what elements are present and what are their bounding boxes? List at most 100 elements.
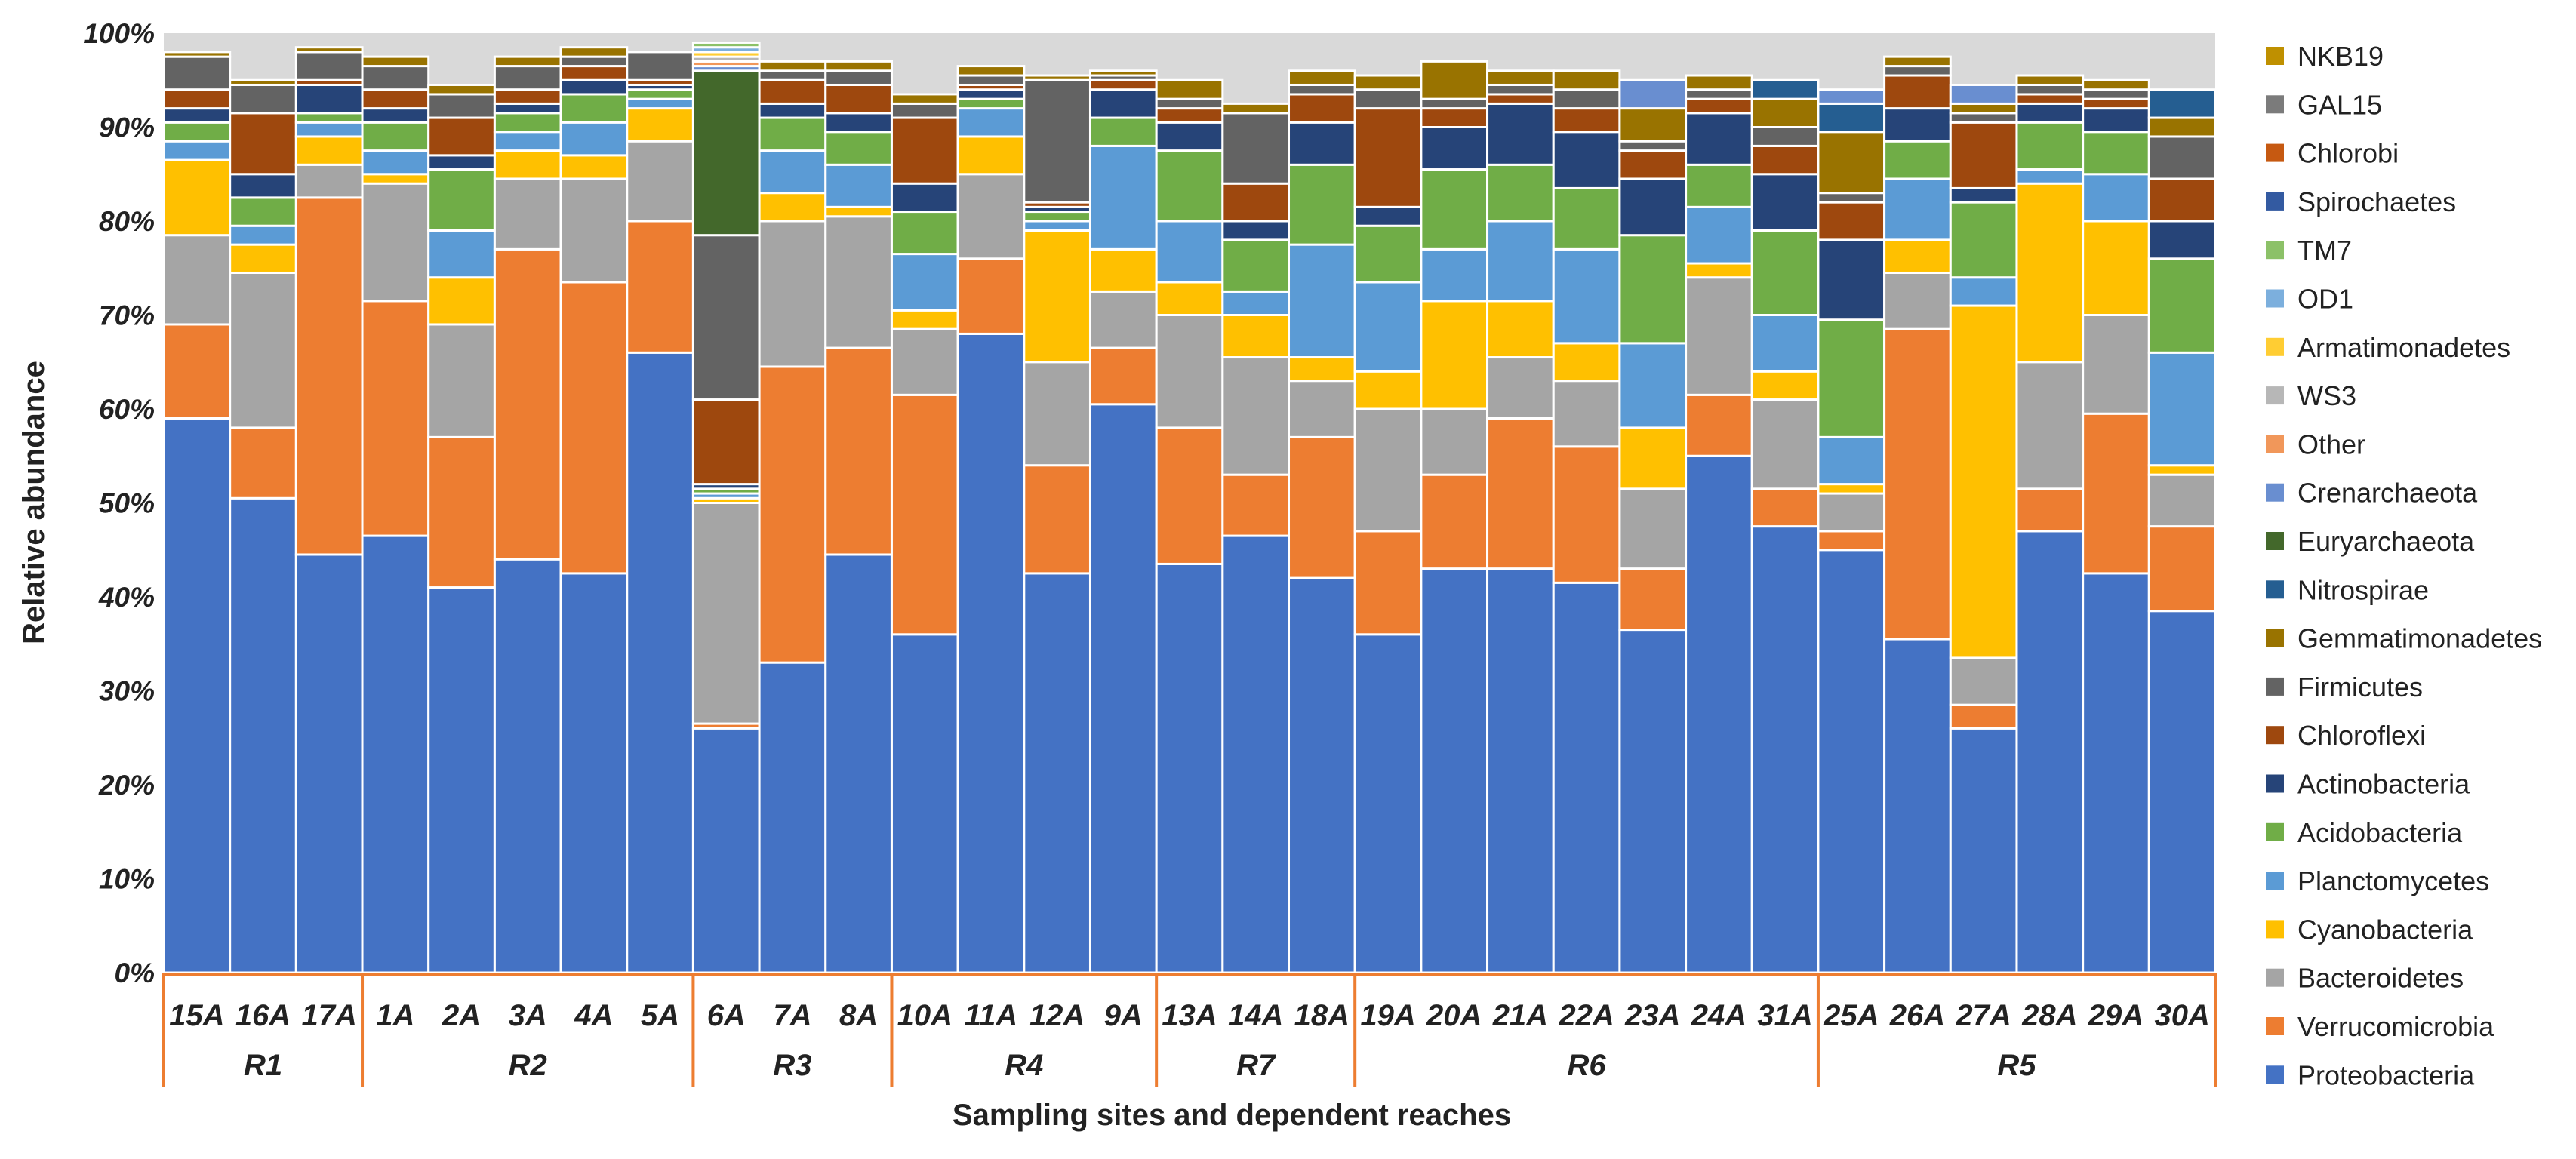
legend-item-gal15: GAL15 [2266, 89, 2382, 120]
bar-column-30A [2147, 88, 2217, 974]
legend-item-proteobacteria: Proteobacteria [2266, 1059, 2475, 1090]
bar-segment-29A-actinobacteria [2082, 107, 2150, 134]
legend-item-spirochaetes: Spirochaetes [2266, 186, 2456, 217]
bar-segment-30A-chloroflexi [2147, 177, 2217, 223]
bar-segment-31A-nitrospirae [1750, 78, 1820, 100]
bar-column-10A [890, 93, 959, 974]
x-tick-label-11A: 11A [965, 999, 1017, 1032]
legend-label: Cyanobacteria [2297, 914, 2473, 945]
bar-segment-7A-planctomycetes [758, 149, 827, 195]
y-tick-label: 20% [98, 770, 155, 801]
bar-segment-4A-planctomycetes [559, 121, 629, 157]
bar-segment-16A-actinobacteria [229, 173, 297, 199]
bar-segment-30A-planctomycetes [2147, 351, 2217, 467]
bar-segment-29A-cyanobacteria [2082, 220, 2150, 316]
legend-label: Bacteroidetes [2297, 963, 2464, 994]
bar-segment-13A-planctomycetes [1155, 220, 1224, 284]
reach-label-R7: R7 [1236, 1049, 1276, 1082]
bar-column-11A [956, 65, 1026, 974]
bar-column-20A [1420, 60, 1489, 974]
bar-segment-18A-bacteroidetes [1288, 380, 1356, 438]
bar-segment-22A-planctomycetes [1552, 247, 1621, 345]
bar-segment-25A-actinobacteria [1817, 238, 1886, 321]
bar-segment-1A-planctomycetes [361, 149, 430, 176]
bar-segment-12A-verrucomicrobia [1023, 464, 1091, 575]
bar-segment-13A-cyanobacteria [1155, 281, 1224, 316]
x-tick-label-20A: 20A [1426, 999, 1482, 1032]
bar-segment-17A-planctomycetes [294, 121, 364, 138]
bar-segment-18A-firmicutes [1288, 83, 1356, 96]
bar-segment-29A-firmicutes [2082, 88, 2150, 100]
bar-segment-30A-verrucomicrobia [2147, 525, 2217, 613]
bar-segment-9A-cyanobacteria [1088, 247, 1158, 293]
bar-segment-10A-firmicutes [890, 102, 959, 119]
legend-swatch [2266, 1017, 2284, 1035]
bar-segment-21A-actinobacteria [1486, 102, 1555, 166]
bar-segment-23A-planctomycetes [1618, 342, 1688, 429]
legend-swatch [2266, 143, 2284, 162]
legend-item-actinobacteria: Actinobacteria [2266, 769, 2470, 800]
bar-segment-30A-cyanobacteria [2147, 464, 2217, 476]
bar-segment-27A-actinobacteria [1949, 186, 2018, 204]
bar-segment-20A-planctomycetes [1420, 247, 1489, 303]
bar-segment-20A-verrucomicrobia [1420, 473, 1489, 570]
bar-segment-22A-chloroflexi [1552, 107, 1621, 134]
x-tick-label-13A: 13A [1162, 999, 1217, 1032]
bar-segment-2A-acidobacteria [427, 168, 496, 232]
bar-segment-6A-tm7 [691, 41, 761, 49]
legend-item-chloroflexi: Chloroflexi [2266, 720, 2426, 751]
x-axis-title: Sampling sites and dependent reaches [953, 1099, 1511, 1132]
bar-column-19A [1353, 74, 1423, 974]
legend-item-cyanobacteria: Cyanobacteria [2266, 914, 2473, 945]
bar-segment-25A-chloroflexi [1817, 201, 1886, 241]
bar-segment-21A-planctomycetes [1486, 220, 1555, 303]
y-axis: 0% 10% 20% 30% 40% 50% 60% 70% 80% 90% 100% [83, 18, 155, 988]
bar-column-5A [626, 51, 694, 974]
bar-segment-30A-bacteroidetes [2147, 473, 2217, 528]
legend-label: Armatimonadetes [2297, 332, 2510, 363]
bar-segment-17A-bacteroidetes [294, 163, 364, 199]
bar-segment-11A-cyanobacteria [956, 135, 1026, 176]
legend-swatch [2266, 774, 2284, 793]
bar-segment-8A-acidobacteria [824, 131, 893, 166]
bar-segment-4A-bacteroidetes [559, 177, 629, 284]
bar-segment-4A-actinobacteria [559, 78, 629, 96]
bar-segment-15A-chloroflexi [162, 88, 232, 110]
bar-segment-2A-chloroflexi [427, 116, 496, 157]
x-tick-label-25A: 25A [1823, 999, 1879, 1032]
bar-segment-3A-actinobacteria [493, 102, 562, 115]
bar-segment-15A-proteobacteria [162, 417, 232, 974]
bar-column-26A [1883, 55, 1952, 974]
bar-segment-30A-acidobacteria [2147, 257, 2217, 354]
bar-segment-26A-bacteroidetes [1883, 271, 1952, 330]
legend-label: Spirochaetes [2297, 186, 2456, 217]
x-tick-label-1A: 1A [376, 999, 414, 1032]
x-tick-label-4A: 4A [574, 999, 613, 1032]
x-tick-label-28A: 28A [2021, 999, 2077, 1032]
bar-column-4A [559, 46, 629, 974]
legend-label: Other [2297, 429, 2365, 460]
bar-segment-16A-cyanobacteria [229, 243, 297, 274]
bar-segment-7A-proteobacteria [758, 661, 827, 974]
bar-segment-13A-acidobacteria [1155, 149, 1224, 223]
bar-segment-23A-actinobacteria [1618, 177, 1688, 237]
reach-label-R3: R3 [773, 1049, 811, 1082]
legend-item-crenarchaeota: Crenarchaeota [2266, 478, 2478, 509]
x-tick-label-19A: 19A [1360, 999, 1415, 1032]
x-tick-label-17A: 17A [301, 999, 356, 1032]
bar-segment-3A-bacteroidetes [493, 177, 562, 251]
bar-segment-8A-planctomycetes [824, 163, 893, 208]
bar-segment-8A-firmicutes [824, 69, 893, 86]
bar-segment-8A-bacteroidetes [824, 215, 893, 349]
bar-segment-5A-planctomycetes [626, 97, 694, 110]
bar-segment-16A-firmicutes [229, 83, 297, 115]
bar-segment-4A-gemmatimonadetes [559, 46, 629, 58]
legend-label: Planctomycetes [2297, 865, 2489, 896]
bar-segment-19A-planctomycetes [1353, 281, 1423, 373]
bar-segment-13A-firmicutes [1155, 97, 1224, 110]
bar-segment-27A-bacteroidetes [1949, 656, 2018, 706]
bar-segment-21A-cyanobacteria [1486, 300, 1555, 359]
bar-segment-23A-gemmatimonadetes [1618, 107, 1688, 143]
bar-segment-7A-firmicutes [758, 69, 827, 81]
